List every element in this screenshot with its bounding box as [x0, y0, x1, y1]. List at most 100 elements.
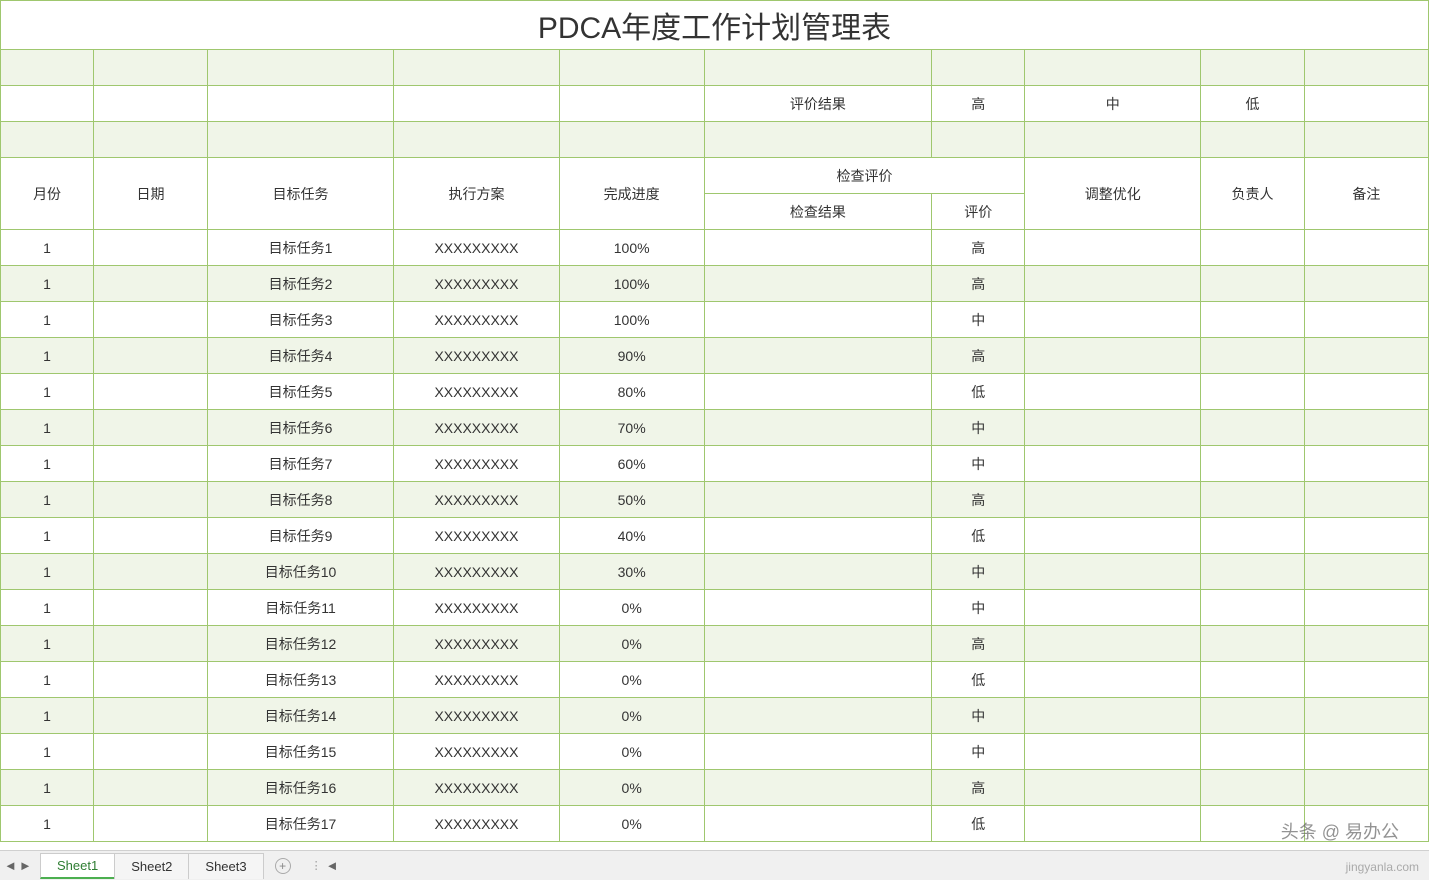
tab-scroll-handle[interactable]: ⋮ [311, 859, 322, 872]
task-cell[interactable]: 目标任务4 [207, 338, 393, 374]
date-cell[interactable] [94, 698, 208, 734]
evaluation-cell[interactable]: 中 [932, 302, 1025, 338]
plan-cell[interactable]: XXXXXXXXX [394, 338, 560, 374]
note-cell[interactable] [1304, 518, 1428, 554]
evaluation-cell[interactable]: 中 [932, 734, 1025, 770]
eval-high[interactable]: 高 [932, 86, 1025, 122]
task-cell[interactable]: 目标任务14 [207, 698, 393, 734]
header-date[interactable]: 日期 [94, 158, 208, 230]
header-month[interactable]: 月份 [1, 158, 94, 230]
month-cell[interactable]: 1 [1, 806, 94, 842]
task-cell[interactable]: 目标任务10 [207, 554, 393, 590]
plan-cell[interactable]: XXXXXXXXX [394, 302, 560, 338]
person-cell[interactable] [1201, 410, 1304, 446]
plan-cell[interactable]: XXXXXXXXX [394, 554, 560, 590]
date-cell[interactable] [94, 662, 208, 698]
check-result-cell[interactable] [704, 482, 932, 518]
eval-mid[interactable]: 中 [1025, 86, 1201, 122]
check-result-cell[interactable] [704, 230, 932, 266]
adjust-cell[interactable] [1025, 230, 1201, 266]
task-cell[interactable]: 目标任务17 [207, 806, 393, 842]
check-result-cell[interactable] [704, 410, 932, 446]
spreadsheet-area[interactable]: PDCA年度工作计划管理表 评价结果 高 中 低 月份 日期 目标任务 执行方案… [0, 0, 1429, 850]
sheet-tab-sheet2[interactable]: Sheet2 [114, 853, 189, 879]
header-adjust[interactable]: 调整优化 [1025, 158, 1201, 230]
person-cell[interactable] [1201, 518, 1304, 554]
progress-cell[interactable]: 100% [559, 230, 704, 266]
header-task[interactable]: 目标任务 [207, 158, 393, 230]
task-cell[interactable]: 目标任务6 [207, 410, 393, 446]
plan-cell[interactable]: XXXXXXXXX [394, 734, 560, 770]
progress-cell[interactable]: 70% [559, 410, 704, 446]
note-cell[interactable] [1304, 302, 1428, 338]
date-cell[interactable] [94, 806, 208, 842]
tab-navigation[interactable]: ◄ ► [4, 858, 32, 873]
nav-prev-icon[interactable]: ◄ [4, 858, 17, 873]
plan-cell[interactable]: XXXXXXXXX [394, 590, 560, 626]
date-cell[interactable] [94, 590, 208, 626]
progress-cell[interactable]: 100% [559, 302, 704, 338]
adjust-cell[interactable] [1025, 266, 1201, 302]
plan-cell[interactable]: XXXXXXXXX [394, 266, 560, 302]
adjust-cell[interactable] [1025, 446, 1201, 482]
plan-cell[interactable]: XXXXXXXXX [394, 446, 560, 482]
person-cell[interactable] [1201, 554, 1304, 590]
month-cell[interactable]: 1 [1, 554, 94, 590]
adjust-cell[interactable] [1025, 662, 1201, 698]
person-cell[interactable] [1201, 446, 1304, 482]
person-cell[interactable] [1201, 302, 1304, 338]
task-cell[interactable]: 目标任务15 [207, 734, 393, 770]
note-cell[interactable] [1304, 698, 1428, 734]
note-cell[interactable] [1304, 374, 1428, 410]
check-result-cell[interactable] [704, 806, 932, 842]
plan-cell[interactable]: XXXXXXXXX [394, 230, 560, 266]
check-result-cell[interactable] [704, 698, 932, 734]
note-cell[interactable] [1304, 626, 1428, 662]
evaluation-cell[interactable]: 高 [932, 338, 1025, 374]
header-evaluation[interactable]: 评价 [932, 194, 1025, 230]
header-plan[interactable]: 执行方案 [394, 158, 560, 230]
evaluation-cell[interactable]: 高 [932, 482, 1025, 518]
month-cell[interactable]: 1 [1, 266, 94, 302]
month-cell[interactable]: 1 [1, 626, 94, 662]
progress-cell[interactable]: 50% [559, 482, 704, 518]
person-cell[interactable] [1201, 770, 1304, 806]
month-cell[interactable]: 1 [1, 662, 94, 698]
progress-cell[interactable]: 0% [559, 806, 704, 842]
evaluation-cell[interactable]: 低 [932, 374, 1025, 410]
adjust-cell[interactable] [1025, 338, 1201, 374]
evaluation-cell[interactable]: 中 [932, 590, 1025, 626]
note-cell[interactable] [1304, 410, 1428, 446]
check-result-cell[interactable] [704, 374, 932, 410]
plan-cell[interactable]: XXXXXXXXX [394, 806, 560, 842]
person-cell[interactable] [1201, 626, 1304, 662]
header-note[interactable]: 备注 [1304, 158, 1428, 230]
note-cell[interactable] [1304, 554, 1428, 590]
month-cell[interactable]: 1 [1, 446, 94, 482]
task-cell[interactable]: 目标任务7 [207, 446, 393, 482]
month-cell[interactable]: 1 [1, 338, 94, 374]
progress-cell[interactable]: 100% [559, 266, 704, 302]
month-cell[interactable]: 1 [1, 518, 94, 554]
person-cell[interactable] [1201, 230, 1304, 266]
note-cell[interactable] [1304, 482, 1428, 518]
evaluation-cell[interactable]: 中 [932, 410, 1025, 446]
check-result-cell[interactable] [704, 626, 932, 662]
month-cell[interactable]: 1 [1, 590, 94, 626]
adjust-cell[interactable] [1025, 770, 1201, 806]
eval-result-label[interactable]: 评价结果 [704, 86, 932, 122]
header-check-result[interactable]: 检查结果 [704, 194, 932, 230]
date-cell[interactable] [94, 626, 208, 662]
task-cell[interactable]: 目标任务1 [207, 230, 393, 266]
note-cell[interactable] [1304, 230, 1428, 266]
date-cell[interactable] [94, 338, 208, 374]
plan-cell[interactable]: XXXXXXXXX [394, 482, 560, 518]
adjust-cell[interactable] [1025, 806, 1201, 842]
task-cell[interactable]: 目标任务5 [207, 374, 393, 410]
note-cell[interactable] [1304, 662, 1428, 698]
date-cell[interactable] [94, 554, 208, 590]
evaluation-cell[interactable]: 低 [932, 518, 1025, 554]
check-result-cell[interactable] [704, 554, 932, 590]
note-cell[interactable] [1304, 338, 1428, 374]
evaluation-cell[interactable]: 低 [932, 806, 1025, 842]
